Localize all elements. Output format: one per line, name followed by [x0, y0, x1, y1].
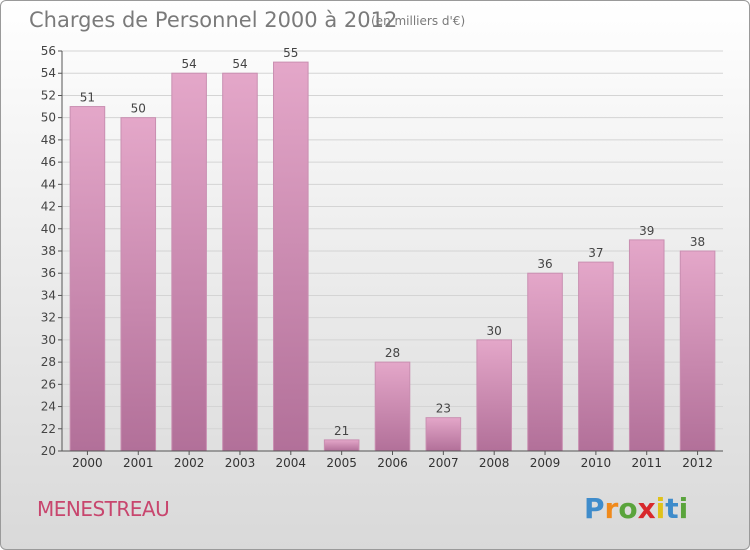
y-tick-label: 28 [41, 355, 56, 369]
y-tick-label: 44 [41, 177, 56, 191]
logo-letter: i [656, 492, 666, 525]
bar-2000 [69, 106, 106, 452]
y-tick-label: 22 [41, 422, 56, 436]
y-tick-label: 46 [41, 155, 56, 169]
chart-title: Charges de Personnel 2000 à 2012 [29, 8, 397, 32]
bar-2010 [578, 261, 614, 452]
bar-2005 [323, 439, 360, 452]
bar-2007 [425, 417, 462, 452]
y-tick-label: 54 [41, 66, 56, 80]
logo-letter: P [584, 492, 605, 525]
x-tick-label: 2011 [631, 456, 662, 470]
logo-letter: o [618, 492, 637, 525]
x-tick-label: 2005 [326, 456, 357, 470]
bar-value-label: 30 [487, 324, 502, 338]
logo-letter: t [665, 492, 678, 525]
bar-2011 [628, 239, 665, 452]
x-tick-label: 2004 [276, 456, 307, 470]
bar-value-label: 54 [181, 57, 196, 71]
proxiti-logo: Proxiti [584, 492, 688, 525]
bar-2006 [374, 361, 411, 452]
y-tick-label: 40 [41, 222, 56, 236]
bar-value-label: 38 [690, 235, 705, 249]
bar-value-label: 36 [537, 257, 552, 271]
bar-2002 [171, 72, 207, 452]
bar-value-label: 39 [639, 224, 654, 238]
y-tick-label: 20 [41, 444, 56, 458]
bar-2001 [120, 117, 157, 452]
x-tick-label: 2010 [581, 456, 612, 470]
bar-value-label: 51 [80, 91, 95, 105]
bar-value-label: 37 [588, 246, 603, 260]
bar-value-label: 28 [385, 346, 400, 360]
x-tick-label: 2008 [479, 456, 510, 470]
logo-letter: x [638, 492, 656, 525]
y-tick-label: 36 [41, 266, 56, 280]
bar-2009 [527, 272, 563, 452]
x-tick-label: 2002 [174, 456, 205, 470]
bar-value-label: 50 [131, 102, 146, 116]
y-tick-label: 42 [41, 200, 56, 214]
y-tick-label: 56 [41, 44, 56, 58]
axes: 20 22 24 26 28 30 32 34 36 38 40 42 44 46 48 50 52 54 56 20… [41, 44, 723, 470]
x-tick-label: 2001 [123, 456, 154, 470]
bar-value-label: 23 [436, 402, 451, 416]
y-tick-label: 34 [41, 288, 56, 302]
bar-value-label: 21 [334, 424, 349, 438]
y-tick-label: 24 [41, 400, 56, 414]
y-tick-label: 48 [41, 133, 56, 147]
bar-2003 [222, 72, 258, 452]
logo-letter: i [679, 492, 689, 525]
chart-subtitle: (en milliers d'€) [371, 14, 465, 28]
y-tick-label: 38 [41, 244, 56, 258]
y-tick-label: 50 [41, 111, 56, 125]
x-tick-label: 2009 [530, 456, 561, 470]
logo-letter: r [605, 492, 619, 525]
x-tick-label: 2007 [428, 456, 459, 470]
y-tick-label: 52 [41, 88, 56, 102]
y-tick-label: 30 [41, 333, 56, 347]
x-tick-label: 2000 [72, 456, 103, 470]
y-tick-label: 32 [41, 311, 56, 325]
bar-value-label: 55 [283, 46, 298, 60]
bar-value-label: 54 [232, 57, 247, 71]
commune-name: MENESTREAU [37, 497, 169, 521]
bar-2012 [679, 250, 716, 452]
bars: 51 50 54 54 55 21 28 23 30 36 37 39 38 [69, 46, 716, 452]
x-tick-label: 2006 [377, 456, 408, 470]
y-tick-label: 26 [41, 377, 56, 391]
x-tick-label: 2003 [225, 456, 256, 470]
x-tick-label: 2012 [682, 456, 713, 470]
bar-2008 [476, 339, 512, 452]
bar-2004 [273, 61, 309, 452]
